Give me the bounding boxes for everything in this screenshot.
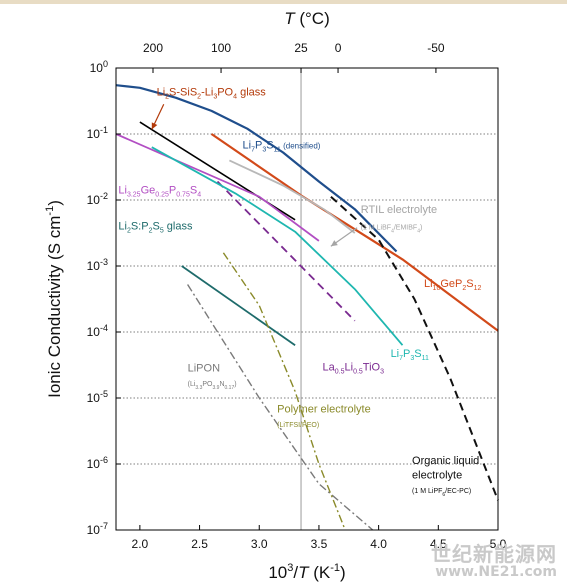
y-tick-label-1: 10-1	[87, 125, 108, 141]
annotation-li3ge: Li3.25Ge0.25P0.75S4	[118, 184, 201, 198]
watermark-line1: 世纪新能源网	[431, 542, 557, 567]
annotation-li2s-sis2: Li2S-SiS2-Li3PO4 glass	[157, 87, 267, 101]
x-axis-label-top: T (°C)	[284, 9, 330, 28]
grid-lines	[116, 133, 498, 465]
annotation-llto: La0.5Li0.5TiO3	[323, 361, 385, 375]
annotation-lipon: LiPON	[188, 363, 220, 375]
annotation-li2s-p2s5: Li2S:P2S5 glass	[118, 221, 193, 235]
watermark-line2: www.NE21.com	[435, 564, 557, 581]
arrow-rtil-head	[330, 240, 338, 247]
top-tick-label-1: 100	[211, 41, 231, 55]
x-tick-label-1: 2.5	[191, 537, 208, 551]
arrows-group	[151, 104, 358, 247]
y-axis-label: Ionic Conductivity (S cm-1)	[44, 200, 64, 398]
plot-frame	[115, 67, 499, 531]
x-tick-label-2: 3.0	[251, 537, 268, 551]
annotation-polymer: Polymer electrolyte	[277, 404, 371, 416]
top-tick-label-4: -50	[427, 41, 445, 55]
plot-area	[116, 68, 498, 530]
x-tick-label-6: 5.0	[490, 537, 507, 551]
annotation-li7p3s11-densified: Li7P3S11 (densified)	[243, 140, 321, 154]
x-tick-label-5: 4.5	[430, 537, 447, 551]
series-line-li2s-p2s5-glass	[181, 265, 296, 346]
x-axis-label-bottom: 103/T (K-1)	[268, 562, 345, 582]
top-tick-label-2: 25	[294, 41, 308, 55]
x-tick-label-0: 2.0	[132, 537, 149, 551]
series-line-la0-5li0-5tio3	[216, 180, 356, 322]
series-line-li10gep2s12	[210, 133, 499, 332]
series-line-organic-liquid-electrolyte	[330, 195, 499, 501]
annotation-li10gep2s12: Li10GeP2S12	[424, 278, 482, 292]
top-tick-label-0: 200	[143, 41, 163, 55]
x-tick-label-4: 4.0	[370, 537, 387, 551]
series-line-li7p3s11	[151, 146, 404, 346]
annotation-li7p3s11: Li7P3S11	[391, 348, 429, 362]
series-line-li7p3s11-densified	[115, 84, 398, 253]
annotation-lipon-sub: (Li3.3PO3.9N0.17)	[188, 381, 237, 391]
x-tick-label-3: 3.5	[311, 537, 328, 551]
annotation-organic-sub: (1 M LiPF6/EC-PC)	[412, 488, 471, 498]
y-tick-label-4: 10-4	[87, 323, 108, 339]
watermark: 世纪新能源网 www.NE21.com	[431, 544, 557, 580]
y-tick-label-7: 10-7	[87, 521, 108, 537]
annotation-organic1: Organic liquid	[412, 455, 479, 467]
annotation-rtil-sub: (1 M LiBF4/EMIBF4)	[361, 225, 423, 235]
series-line-polymer-electrolyte	[222, 252, 346, 531]
ticks-group: 100 10-1 10-2 10-3 10-4 10-5 10-6 10-7 2.0 2.5 3.0…	[87, 41, 507, 551]
top-tick-label-3: 0	[335, 41, 342, 55]
annotation-polymer-sub: (LiTFSI/PEO)	[277, 422, 319, 429]
series-line-rtil-electrolyte	[229, 159, 356, 234]
annotation-rtil: RTIL electrolyte	[361, 204, 437, 216]
annotations-group: Li2S-SiS2-Li3PO4 glass Li7P3S11 (densifie…	[118, 87, 481, 498]
arrow-li2s-sis2-head	[151, 122, 158, 130]
annotation-organic2: electrolyte	[412, 470, 462, 482]
y-tick-label-5: 10-5	[87, 389, 108, 405]
y-tick-label-0: 100	[90, 59, 108, 75]
axis-labels-group: Ionic Conductivity (S cm-1) 103/T (K-1) T …	[44, 9, 346, 582]
top-frame-strip	[0, 0, 567, 4]
y-tick-label-6: 10-6	[87, 455, 108, 471]
y-tick-label-3: 10-3	[87, 257, 108, 273]
y-tick-label-2: 10-2	[87, 191, 108, 207]
series-line-li3-25ge0-25p0-75s4	[115, 133, 320, 242]
series-line-lipon	[187, 284, 374, 531]
series-group	[115, 84, 499, 531]
